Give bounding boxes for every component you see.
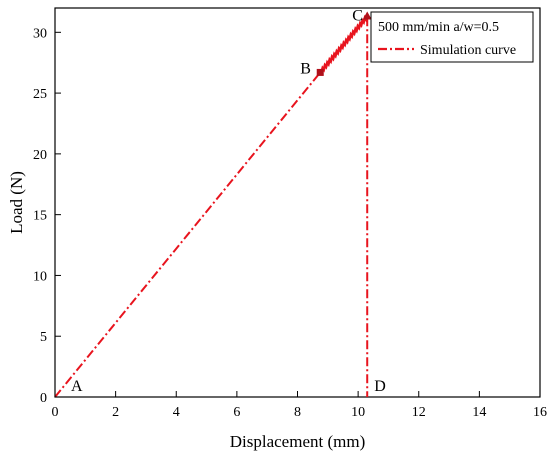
- x-tick-label: 0: [52, 405, 59, 420]
- point-marker-b: [316, 68, 324, 76]
- x-tick-label: 6: [233, 405, 240, 420]
- x-tick-label: 16: [533, 405, 547, 420]
- legend-entry: Simulation curve: [420, 43, 516, 58]
- x-tick-label: 12: [412, 405, 426, 420]
- y-tick-label: 15: [33, 209, 47, 224]
- point-marker-c: [362, 11, 372, 20]
- y-tick-label: 25: [33, 87, 47, 102]
- x-tick-label: 14: [472, 405, 486, 420]
- point-label-b: B: [300, 60, 311, 77]
- labels-layer: A B C D: [71, 8, 386, 395]
- y-tick-label: 0: [40, 391, 47, 406]
- x-tick-label: 4: [173, 405, 180, 420]
- legend-box: [370, 11, 534, 63]
- legend: 500 mm/min a/w=0.5 Simulation curve: [370, 11, 534, 63]
- x-tick-label: 8: [294, 405, 301, 420]
- y-tick-label: 10: [33, 269, 47, 284]
- y-axis-title: Load (N): [7, 171, 26, 234]
- ticks-layer: 0 2 4 6 8 10 12 14 16 0 5 10 15 20 25 30: [33, 26, 547, 420]
- point-label-a: A: [71, 378, 83, 395]
- y-tick-label: 5: [40, 330, 47, 345]
- noisy-segment: [319, 14, 369, 76]
- x-tick-label: 2: [112, 405, 119, 420]
- point-label-d: D: [374, 378, 386, 395]
- x-tick-label: 10: [351, 405, 365, 420]
- plot-frame: [54, 7, 541, 398]
- plot-layer: [54, 7, 541, 398]
- y-tick-label: 30: [33, 26, 47, 41]
- series-layer: [54, 14, 369, 398]
- x-axis-title: Displacement (mm): [230, 432, 366, 451]
- legend-title: 500 mm/min a/w=0.5: [378, 20, 499, 35]
- point-label-c: C: [352, 8, 363, 25]
- y-tick-label: 20: [33, 148, 47, 163]
